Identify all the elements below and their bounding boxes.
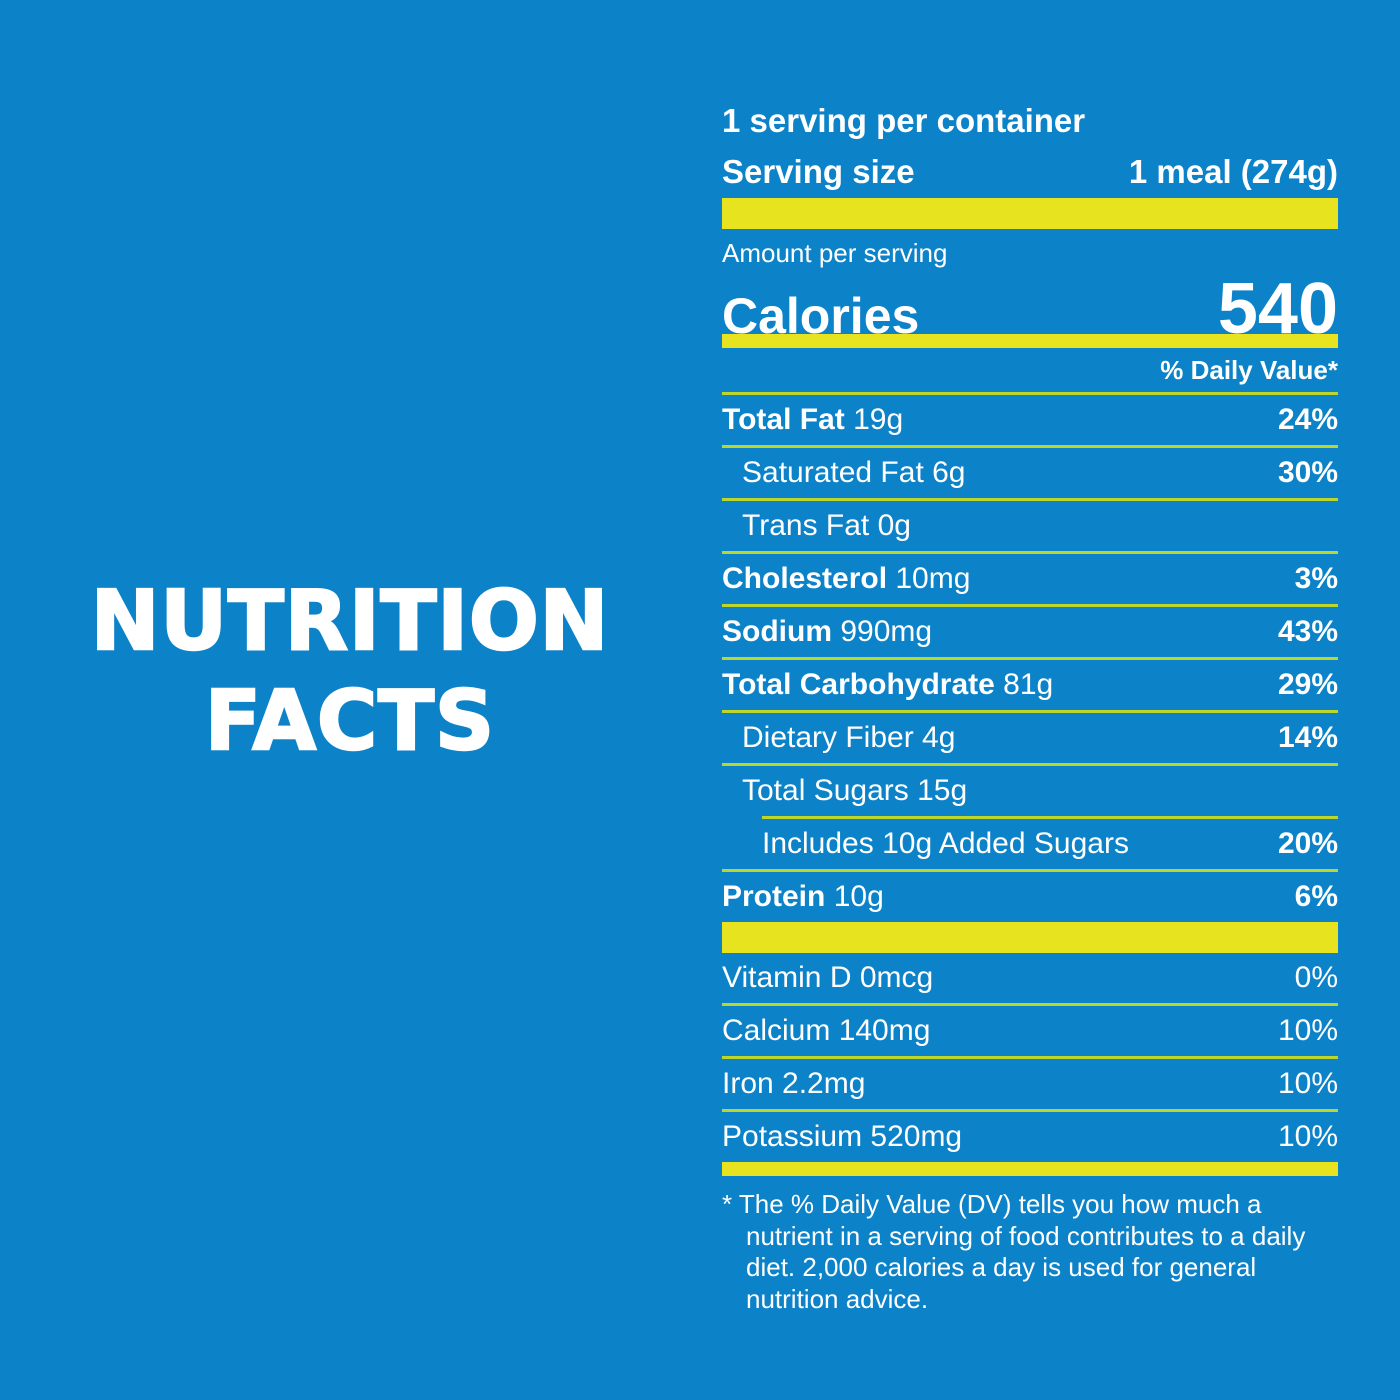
nutrient-daily-value: 14% xyxy=(1277,721,1338,754)
calories-value: 540 xyxy=(1217,269,1338,349)
nutrient-name: Vitamin D 0mcg xyxy=(722,961,934,994)
separator-bar-under-protein xyxy=(722,922,1338,953)
nutrient-daily-value: 10% xyxy=(1277,1067,1338,1100)
row-divider xyxy=(722,1109,1338,1112)
nutrient-name: Protein 10g xyxy=(722,880,884,913)
nutrient-name: Dietary Fiber 4g xyxy=(742,721,956,754)
nutrient-daily-value: 43% xyxy=(1277,615,1338,648)
nutrient-daily-value: 3% xyxy=(1294,562,1338,595)
calories-label: Calories xyxy=(722,288,920,344)
nutrient-daily-value: 10% xyxy=(1277,1014,1338,1047)
nutrient-name: Total Carbohydrate 81g xyxy=(722,668,1054,701)
footnote: * The % Daily Value (DV) tells you how m… xyxy=(722,1189,1306,1314)
nutrient-row: Sodium 990mg 43% xyxy=(722,607,1338,657)
nutrient-name: Calcium 140mg xyxy=(722,1014,931,1047)
nutrient-daily-value: 29% xyxy=(1277,668,1338,701)
brand-title: NUTRITION FACTS xyxy=(0,572,700,772)
nutrient-row: Dietary Fiber 4g 14% xyxy=(722,713,1338,763)
nutrient-daily-value: 30% xyxy=(1277,456,1338,489)
nutrient-row: Cholesterol 10mg 3% xyxy=(722,554,1338,604)
nutrient-daily-value: 20% xyxy=(1277,827,1338,860)
nutrient-daily-value: 0% xyxy=(1294,961,1338,994)
nutrient-row: Protein 10g 6% xyxy=(722,872,1338,922)
nutrient-name: Cholesterol 10mg xyxy=(722,562,971,595)
nutrient-rows: Total Fat 19g 24% Saturated Fat 6g 30% Trans… xyxy=(722,392,1338,922)
brand-title-line1: NUTRITION xyxy=(89,573,610,671)
nutrition-facts-panel: 1 serving per container Serving size 1 m… xyxy=(722,96,1338,1315)
row-divider xyxy=(722,551,1338,554)
brand-title-line2: FACTS xyxy=(204,673,496,771)
nutrient-daily-value: 10% xyxy=(1277,1120,1338,1153)
nutrient-row: Total Carbohydrate 81g 29% xyxy=(722,660,1338,710)
nutrient-name: Potassium 520mg xyxy=(722,1120,963,1153)
nutrient-name: Saturated Fat 6g xyxy=(742,456,966,489)
nutrient-daily-value: 24% xyxy=(1277,403,1338,436)
vitamin-row: Potassium 520mg 10% xyxy=(722,1112,1338,1162)
calories-row: Calories 540 xyxy=(722,268,1338,349)
vitamin-row: Iron 2.2mg 10% xyxy=(722,1059,1338,1109)
nutrient-row: Trans Fat 0g xyxy=(722,501,1338,551)
row-divider xyxy=(722,657,1338,660)
servings-per-container: 1 serving per container xyxy=(722,102,1086,139)
row-divider xyxy=(722,1056,1338,1059)
serving-size-label: Serving size xyxy=(722,153,915,190)
row-divider xyxy=(722,498,1338,501)
daily-value-header: % Daily Value* xyxy=(1160,354,1338,385)
nutrient-name: Sodium 990mg xyxy=(722,615,933,648)
nutrient-name: Iron 2.2mg xyxy=(722,1067,866,1100)
row-divider xyxy=(722,604,1338,607)
nutrient-daily-value: 6% xyxy=(1294,880,1338,913)
serving-size-value: 1 meal (274g) xyxy=(1128,153,1338,190)
row-divider xyxy=(762,816,1338,819)
nutrient-name: Total Fat 19g xyxy=(722,403,904,436)
nutrient-row: Total Sugars 15g xyxy=(722,766,1338,816)
nutrient-row: Includes 10g Added Sugars 20% xyxy=(722,819,1338,869)
separator-bar-under-vitamins xyxy=(722,1162,1338,1176)
nutrient-name: Includes 10g Added Sugars xyxy=(762,827,1129,860)
nutrient-name: Total Sugars 15g xyxy=(742,774,968,807)
separator-bar-under-calories xyxy=(722,334,1338,348)
row-divider xyxy=(722,763,1338,766)
amount-per-serving-label: Amount per serving xyxy=(722,237,948,268)
row-divider xyxy=(722,1003,1338,1006)
separator-bar-top xyxy=(722,198,1338,229)
row-divider xyxy=(722,869,1338,872)
row-divider xyxy=(722,710,1338,713)
vitamin-rows: Vitamin D 0mcg 0% Calcium 140mg 10% Iron 2.2… xyxy=(722,953,1338,1162)
vitamin-row: Calcium 140mg 10% xyxy=(722,1006,1338,1056)
nutrient-row: Saturated Fat 6g 30% xyxy=(722,448,1338,498)
row-divider xyxy=(722,392,1338,395)
nutrient-name: Trans Fat 0g xyxy=(742,509,911,542)
vitamin-row: Vitamin D 0mcg 0% xyxy=(722,953,1338,1003)
nutrient-row: Total Fat 19g 24% xyxy=(722,395,1338,445)
serving-size-row: Serving size 1 meal (274g) xyxy=(722,146,1338,198)
row-divider xyxy=(722,445,1338,448)
